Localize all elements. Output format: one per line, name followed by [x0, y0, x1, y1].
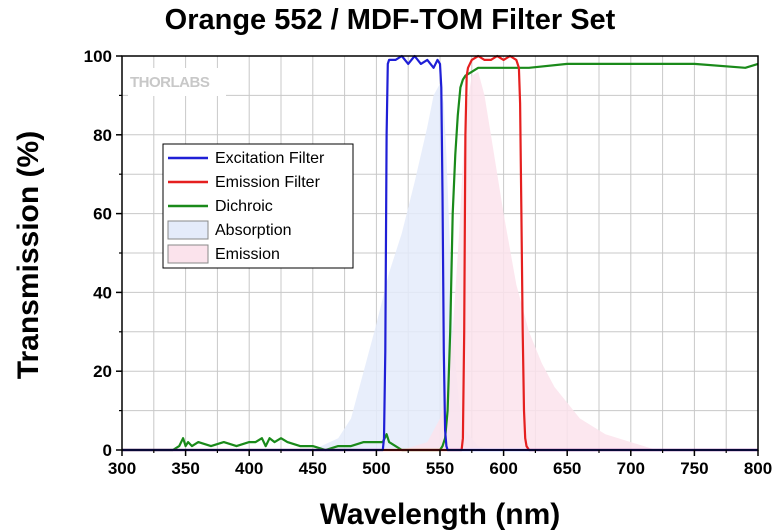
logo-text: THORLABS	[130, 74, 210, 91]
thorlabs-logo: THORLABS	[128, 68, 226, 96]
x-tick-label: 650	[553, 459, 581, 478]
x-tick-label: 450	[299, 459, 327, 478]
legend-label: Dichroic	[215, 198, 273, 215]
x-axis-title: Wavelength (nm)	[320, 498, 561, 531]
y-axis-title: Transmission (%)	[12, 131, 45, 379]
legend-label: Emission	[215, 246, 280, 263]
y-tick-label: 40	[93, 283, 112, 302]
y-tick-label: 0	[103, 441, 112, 460]
x-tick-label: 700	[617, 459, 645, 478]
x-tick-label: 500	[362, 459, 390, 478]
x-tick-label: 800	[744, 459, 772, 478]
area-series	[122, 71, 758, 451]
legend-label: Absorption	[215, 222, 292, 239]
legend-swatch-area	[167, 220, 209, 240]
y-tick-label: 100	[84, 47, 112, 66]
x-tick-label: 400	[235, 459, 263, 478]
series-absorption-area	[122, 83, 758, 450]
axis-ticks: 300 350 400 450 500 550 600 650 700 750 800 0 20 40 60…	[84, 47, 773, 478]
series-excitation-filter-line	[122, 54, 758, 452]
legend-label: Excitation Filter	[215, 150, 325, 167]
x-tick-label: 750	[680, 459, 708, 478]
series-emission-filter-line	[122, 54, 758, 452]
line-series	[122, 54, 759, 452]
x-tick-label: 300	[108, 459, 136, 478]
logo-backdrop	[128, 68, 226, 96]
chart-title: Orange 552 / MDF-TOM Filter Set	[164, 4, 616, 36]
y-tick-label: 60	[93, 205, 112, 224]
x-tick-label: 550	[426, 459, 454, 478]
x-tick-label: 350	[171, 459, 199, 478]
legend: Excitation Filter Emission Filter Dichroic…	[162, 143, 354, 269]
legend-swatch-area	[167, 244, 209, 264]
y-tick-label: 80	[93, 126, 112, 145]
y-tick-label: 20	[93, 362, 112, 381]
x-tick-label: 600	[489, 459, 517, 478]
legend-label: Emission Filter	[215, 174, 321, 191]
